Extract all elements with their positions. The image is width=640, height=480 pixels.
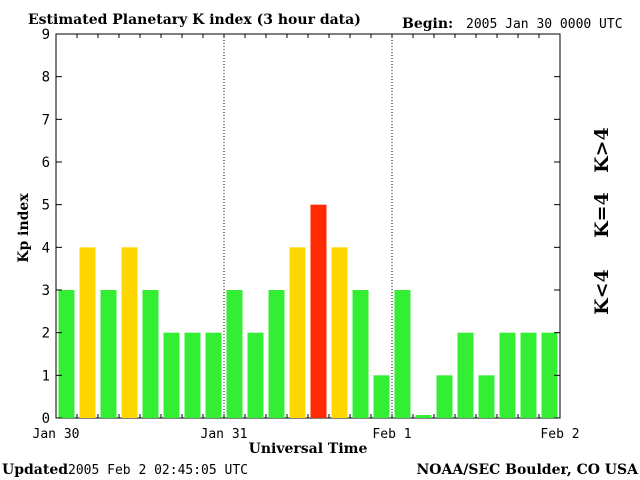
legend-mid: K=4 xyxy=(591,192,613,238)
kp-bar xyxy=(457,332,474,418)
y-tick-label: 5 xyxy=(42,198,50,214)
kp-bar xyxy=(100,290,117,418)
x-axis-ticks: Jan 30 Jan 31 Feb 1 Feb 2 xyxy=(33,34,580,442)
x-tick-label: Feb 2 xyxy=(540,427,579,442)
y-tick-label: 7 xyxy=(42,112,50,128)
y-tick-label: 6 xyxy=(42,155,50,171)
y-tick-label: 8 xyxy=(42,70,50,86)
legend-low: K<4 xyxy=(591,269,613,315)
y-tick-label: 4 xyxy=(42,240,50,256)
x-axis-label: Universal Time xyxy=(249,441,368,457)
kp-bar xyxy=(310,204,327,418)
y-tick-label: 3 xyxy=(42,283,50,299)
kp-bar xyxy=(415,415,432,418)
kp-bar xyxy=(436,375,453,418)
y-tick-label: 0 xyxy=(42,411,50,427)
kp-bar xyxy=(289,247,306,418)
y-tick-label: 9 xyxy=(42,27,50,43)
kp-bar xyxy=(121,247,138,418)
y-axis-label: Kp index xyxy=(16,193,32,263)
y-axis-ticks: 0 1 2 3 4 5 6 7 8 9 xyxy=(42,27,560,427)
updated-label: Updated xyxy=(2,462,68,478)
kp-bar xyxy=(247,332,264,418)
kp-bar xyxy=(226,290,243,418)
kp-bar xyxy=(163,332,180,418)
kp-bar xyxy=(394,290,411,418)
day-separators xyxy=(223,34,393,418)
x-tick-label: Jan 30 xyxy=(33,427,80,442)
kp-bar xyxy=(205,332,222,418)
legend-high: K>4 xyxy=(591,127,613,173)
x-tick-label: Feb 1 xyxy=(372,427,411,442)
bars xyxy=(58,204,558,418)
source-credit: NOAA/SEC Boulder, CO USA xyxy=(417,462,640,478)
kp-bar xyxy=(352,290,369,418)
begin-label: Begin: xyxy=(402,16,453,32)
chart-title: Estimated Planetary K index (3 hour data… xyxy=(28,12,361,28)
kp-bar xyxy=(331,247,348,418)
kp-bar xyxy=(58,290,75,418)
x-tick-label: Jan 31 xyxy=(201,427,248,442)
kp-bar xyxy=(541,332,558,418)
kp-bar xyxy=(268,290,285,418)
kp-bar xyxy=(373,375,390,418)
kp-bar xyxy=(184,332,201,418)
y-tick-label: 2 xyxy=(42,326,50,342)
kp-bar xyxy=(79,247,96,418)
kp-bar xyxy=(520,332,537,418)
kp-bar xyxy=(142,290,159,418)
begin-value: 2005 Jan 30 0000 UTC xyxy=(466,17,623,32)
kp-bar xyxy=(478,375,495,418)
updated-value: 2005 Feb 2 02:45:05 UTC xyxy=(68,463,248,478)
y-tick-label: 1 xyxy=(42,368,50,384)
kp-bar xyxy=(499,332,516,418)
